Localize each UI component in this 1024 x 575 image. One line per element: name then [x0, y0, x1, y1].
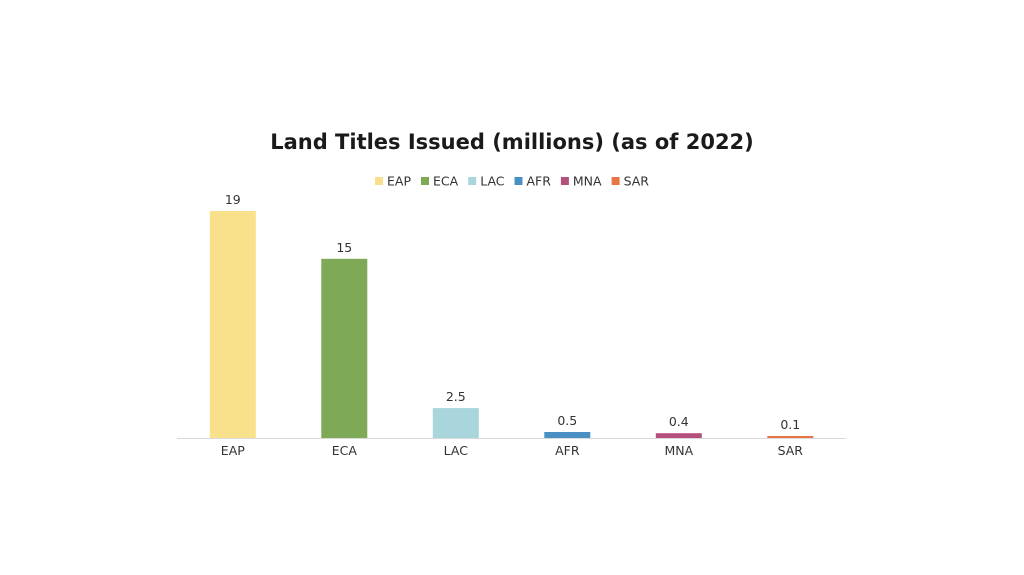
data-label-eap: 19 — [225, 192, 241, 207]
legend-swatch-eca — [421, 177, 429, 185]
legend-label-eca: ECA — [433, 174, 459, 189]
x-tick-label-sar: SAR — [778, 443, 804, 458]
bar-lac — [432, 408, 479, 438]
x-tick-label-lac: LAC — [444, 443, 469, 458]
x-tick-label-eca: ECA — [332, 443, 358, 458]
bars — [209, 211, 814, 438]
x-tick-label-mna: MNA — [664, 443, 693, 458]
data-label-sar: 0.1 — [780, 417, 800, 432]
legend-swatch-lac — [468, 177, 477, 185]
legend-swatch-mna — [560, 177, 569, 185]
x-axis-tick-labels: EAP ECA LAC AFR MNA SAR — [221, 443, 804, 458]
data-label-mna: 0.4 — [669, 414, 689, 429]
bar-afr — [544, 432, 591, 438]
legend-label-afr: AFR — [527, 174, 552, 189]
legend: EAP ECA LAC AFR MNA SAR — [375, 174, 649, 189]
bar-eca — [321, 258, 368, 438]
legend-swatch-sar — [611, 177, 620, 185]
legend-swatch-eap — [375, 177, 383, 185]
bar-mna — [655, 433, 702, 438]
data-labels: 19 15 2.5 0.5 0.4 0.1 — [225, 192, 800, 432]
data-label-afr: 0.5 — [557, 413, 577, 428]
x-tick-label-afr: AFR — [555, 443, 580, 458]
legend-swatch-afr — [514, 177, 523, 185]
data-label-lac: 2.5 — [446, 389, 466, 404]
legend-label-eap: EAP — [387, 174, 411, 189]
legend-label-sar: SAR — [624, 174, 650, 189]
x-tick-label-eap: EAP — [221, 443, 245, 458]
legend-label-mna: MNA — [573, 174, 602, 189]
bar-eap — [209, 211, 256, 438]
chart-title: Land Titles Issued (millions) (as of 202… — [270, 130, 754, 154]
bar-sar — [767, 436, 814, 438]
legend-label-lac: LAC — [480, 174, 505, 189]
data-label-eca: 15 — [336, 240, 352, 255]
